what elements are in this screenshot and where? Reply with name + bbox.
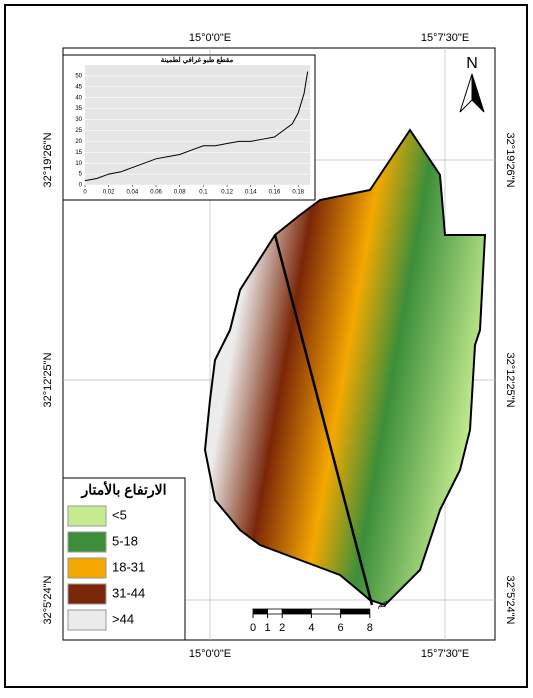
y-tick-label: 35 [75,106,82,112]
scale-label: 4 [308,622,314,634]
legend-label: 31-44 [112,585,145,600]
lat-label: 32°19'26"N [504,132,516,187]
scale-segment [268,609,283,614]
lon-label: 15°7'30"E [421,32,469,44]
y-tick-label: 15 [75,150,82,156]
map-page: 15°0'0"E 15°7'30"E 15°0'0"E 15°7'30"E 32… [0,0,533,693]
x-tick-label: 0.08 [174,190,186,196]
lat-label: 32°5'24"N [504,576,516,625]
lon-label: 15°0'0"E [189,648,231,660]
x-tick-label: 0.06 [150,190,162,196]
legend-swatch [68,532,106,552]
y-tick-label: 45 [75,84,82,90]
legend-label: 5-18 [112,533,138,548]
y-tick-label: 40 [75,95,82,101]
y-tick-label: 20 [75,139,82,145]
legend-swatch [68,506,106,526]
scale-label: 0 [250,622,256,634]
x-tick-label: 0.04 [127,190,139,196]
profile-title: مقطع طبو غرافي لطمينة [161,56,234,65]
scale-segment [311,609,340,614]
lat-label: 32°5'24"N [42,575,54,624]
plot-area [85,65,310,185]
x-tick-label: 0.16 [269,190,281,196]
scale-label: 6 [338,622,344,634]
scale-label: 1 [265,622,271,634]
north-label: N [466,55,478,72]
legend-label: 18-31 [112,559,145,574]
scale-segment [253,609,268,614]
legend-label: <5 [112,507,127,522]
lat-label: 32°12'25"N [504,352,516,407]
legend-swatch [68,610,106,630]
legend-swatch [68,558,106,578]
scale-segment [341,609,370,614]
x-tick-label: 0.1 [199,190,208,196]
lat-label: 32°19'26"N [42,132,54,187]
x-tick-label: 0.14 [245,190,257,196]
y-tick-label: 25 [75,128,82,134]
lon-label: 15°0'0"E [189,32,231,44]
y-tick-label: 10 [75,161,82,167]
legend-title: الارتفاع بالأمتار [80,481,166,499]
legend-label: >44 [112,611,134,626]
x-tick-label: 0.02 [103,190,115,196]
legend-swatch [68,584,106,604]
lat-label: 32°12'25"N [42,352,54,407]
x-tick-label: 0.12 [221,190,233,196]
lon-label: 15°7'30"E [421,648,469,660]
scale-label: 2 [279,622,285,634]
y-tick-label: 50 [75,73,82,79]
scale-unit: كم [378,600,387,609]
scale-label: 8 [367,622,373,634]
y-tick-label: 30 [75,117,82,123]
scale-segment [282,609,311,614]
x-tick-label: 0.18 [292,190,304,196]
